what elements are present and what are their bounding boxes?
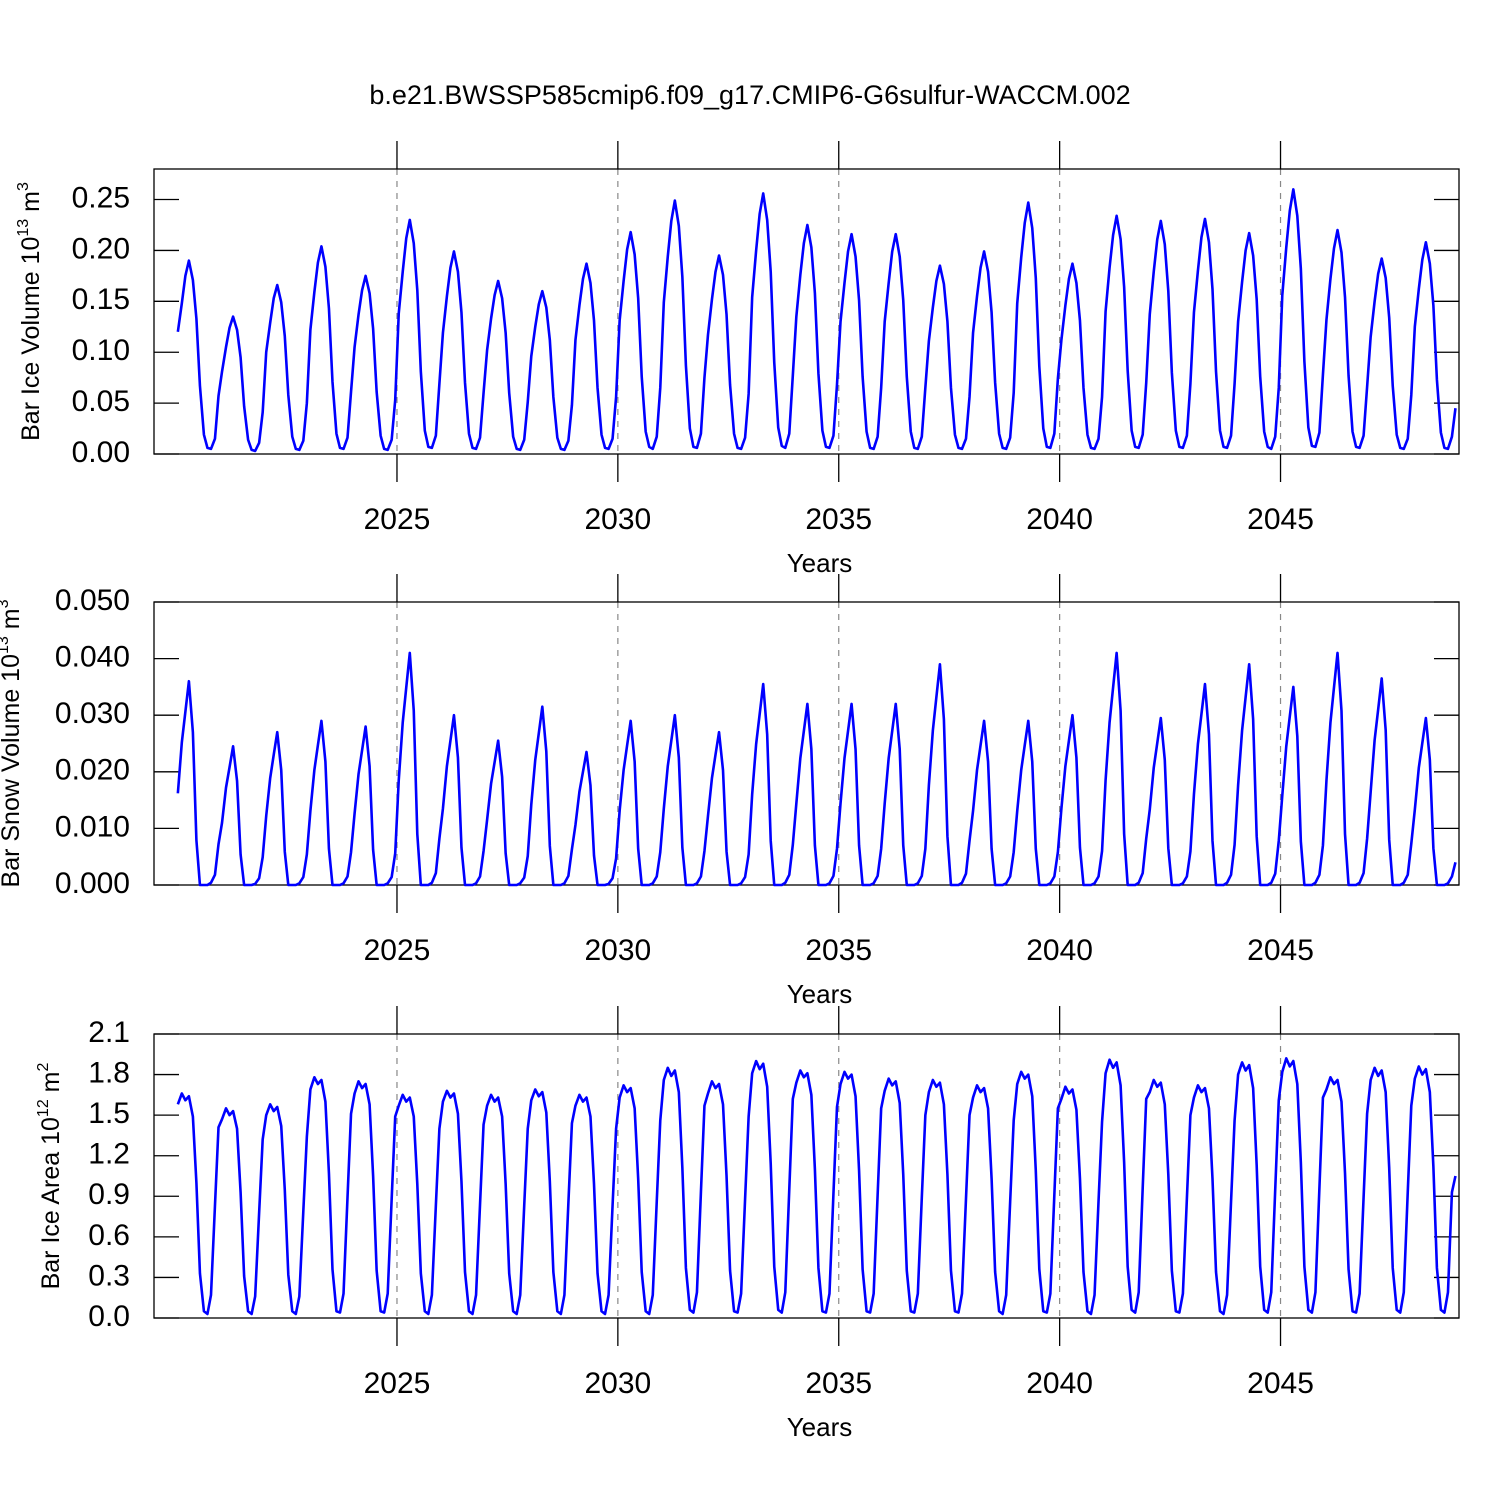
x-tick-label: 2035 — [805, 934, 872, 967]
panel: 2025 2030 2035 2040 2045 0.000 0.010 0.020 0.030… — [0, 574, 1460, 1009]
y-axis-title-part: m — [17, 191, 45, 219]
y-tick-label: 0.20 — [72, 232, 130, 265]
plot-frame — [153, 1033, 1460, 1319]
y-tick-label: 0.050 — [55, 584, 130, 617]
x-tick-label: 2045 — [1247, 1367, 1314, 1400]
y-tick-label: 0.030 — [55, 697, 130, 730]
y-tick-label: 0.010 — [55, 810, 130, 843]
x-tick-label: 2040 — [1026, 1367, 1093, 1400]
x-tick-label: 2025 — [364, 503, 431, 536]
x-axis-title: Years — [787, 548, 853, 578]
y-axis-title-part: m — [0, 608, 25, 636]
x-tick-label: 2040 — [1026, 503, 1093, 536]
y-axis-title-superscript: 2 — [35, 1063, 52, 1072]
y-tick-label: 0.9 — [88, 1178, 130, 1211]
y-axis-title-superscript: 3 — [15, 182, 32, 191]
y-axis-title: Bar Ice Area 1012 m2 — [35, 1063, 65, 1290]
plot-frame — [153, 601, 1460, 886]
x-tick-label: 2045 — [1247, 503, 1314, 536]
x-tick-label: 2030 — [584, 934, 651, 967]
y-tick-label: 0.25 — [72, 181, 130, 214]
data-line — [176, 651, 1457, 887]
y-axis-title-part: Bar Snow Volume 10 — [0, 654, 25, 887]
x-tick-label: 2035 — [805, 1367, 872, 1400]
y-tick-label: 1.2 — [88, 1138, 130, 1171]
x-tick-label: 2030 — [584, 1367, 651, 1400]
y-tick-label: 0.00 — [72, 436, 130, 469]
data-line — [176, 1057, 1457, 1316]
y-axis-title-superscript: 13 — [0, 636, 12, 654]
x-tick-label: 2040 — [1026, 934, 1093, 967]
figure-title: b.e21.BWSSP585cmip6.f09_g17.CMIP6-G6sulf… — [369, 80, 1130, 110]
y-tick-label: 0.6 — [88, 1219, 130, 1252]
y-axis-title-part: Bar Ice Area 10 — [37, 1117, 65, 1289]
y-axis-title: Bar Ice Volume 1013 m3 — [15, 182, 45, 441]
y-tick-label: 0.3 — [88, 1259, 130, 1292]
y-tick-label: 0.040 — [55, 641, 130, 674]
y-tick-label: 0.000 — [55, 867, 130, 900]
y-axis-title: Bar Snow Volume 1013 m3 — [0, 599, 25, 887]
y-tick-label: 0.15 — [72, 283, 130, 316]
x-tick-label: 2045 — [1247, 934, 1314, 967]
panel: 2025 2030 2035 2040 2045 0.00 0.05 0.10 0.15 0.20… — [15, 141, 1460, 578]
y-tick-label: 0.020 — [55, 754, 130, 787]
y-axis-title-superscript: 12 — [35, 1099, 52, 1117]
y-tick-label: 0.0 — [88, 1300, 130, 1333]
y-axis-title-part: Bar Ice Volume 10 — [17, 237, 45, 441]
y-axis-title-superscript: 3 — [0, 599, 12, 608]
x-tick-label: 2025 — [364, 934, 431, 967]
data-line — [176, 188, 1457, 453]
y-tick-label: 0.05 — [72, 385, 130, 418]
x-axis-title: Years — [787, 979, 853, 1009]
panel: 2025 2030 2035 2040 2045 0.0 0.3 0.6 0.9 1.2 1.5 1.… — [35, 1006, 1460, 1442]
x-tick-label: 2025 — [364, 1367, 431, 1400]
x-tick-label: 2035 — [805, 503, 872, 536]
plot-frame — [153, 168, 1460, 455]
y-axis-title-part: m — [37, 1072, 65, 1100]
y-axis-title-superscript: 13 — [15, 219, 32, 237]
x-axis-title: Years — [787, 1412, 853, 1442]
y-tick-label: 1.8 — [88, 1056, 130, 1089]
y-tick-label: 2.1 — [88, 1016, 130, 1049]
x-tick-label: 2030 — [584, 503, 651, 536]
y-tick-label: 0.10 — [72, 334, 130, 367]
y-tick-label: 1.5 — [88, 1097, 130, 1130]
